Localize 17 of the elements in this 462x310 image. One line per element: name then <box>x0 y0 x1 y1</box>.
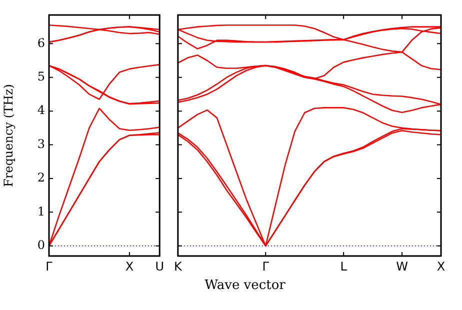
y-tick-label: 6 <box>37 36 45 50</box>
x-tick-label: L <box>340 259 348 274</box>
y-tick-label: 2 <box>37 170 45 185</box>
y-tick-label: 4 <box>37 103 46 118</box>
x-tick-label: Γ <box>46 259 53 274</box>
x-tick-label: X <box>125 259 134 274</box>
x-tick-label: W <box>396 259 408 274</box>
x-tick-label: K <box>174 259 183 274</box>
y-axis-title: Frequency (THz) <box>1 84 16 187</box>
x-axis-title: Wave vector <box>204 278 286 293</box>
y-tick-label: 3 <box>37 136 45 151</box>
y-tick-label: 0 <box>37 238 45 252</box>
x-tick-label: U <box>155 259 164 274</box>
y-tick-label: 5 <box>37 69 45 84</box>
x-tick-label: Γ <box>262 259 270 274</box>
x-tick-label: X <box>436 259 446 274</box>
y-tick-label: 1 <box>37 204 45 218</box>
